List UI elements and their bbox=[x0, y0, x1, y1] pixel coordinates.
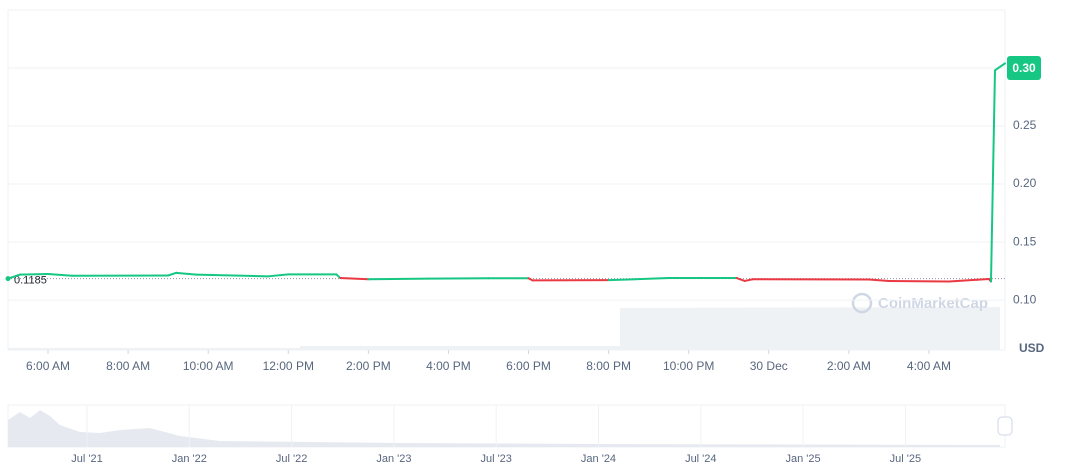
x-tick-label: 4:00 AM bbox=[907, 359, 951, 373]
reference-label: 0.1185 bbox=[14, 275, 47, 287]
y-tick-label: 0.15 bbox=[1013, 234, 1037, 248]
y-tick-label: 0.20 bbox=[1013, 176, 1037, 190]
price-segment bbox=[339, 277, 370, 281]
price-segment bbox=[267, 273, 290, 278]
y-unit: USD bbox=[1019, 341, 1045, 355]
x-tick-label: 10:00 PM bbox=[663, 359, 714, 373]
navigator-label: Jul '25 bbox=[890, 453, 921, 465]
x-tick-label: 10:00 AM bbox=[183, 359, 234, 373]
x-tick-label: 2:00 AM bbox=[827, 359, 871, 373]
price-segment bbox=[175, 271, 198, 276]
x-tick-label: 8:00 PM bbox=[586, 359, 631, 373]
price-segment bbox=[993, 62, 1006, 72]
navigator-label: Jul '21 bbox=[71, 453, 102, 465]
watermark-text: CoinMarketCap bbox=[878, 295, 988, 312]
y-tick-label: 0.25 bbox=[1013, 118, 1037, 132]
volume-area bbox=[8, 307, 1000, 350]
navigator-label: Jan '25 bbox=[786, 453, 821, 465]
price-segment bbox=[743, 278, 754, 282]
navigator-label: Jan '23 bbox=[376, 453, 411, 465]
x-tick-label: 12:00 PM bbox=[263, 359, 314, 373]
navigator-label: Jan '24 bbox=[581, 453, 616, 465]
x-tick-label: 8:00 AM bbox=[106, 359, 150, 373]
price-segment bbox=[735, 277, 746, 282]
navigator-label: Jan '22 bbox=[172, 453, 207, 465]
price-segment bbox=[19, 272, 50, 276]
navigator-handle[interactable] bbox=[997, 416, 1013, 436]
price-segment bbox=[367, 277, 430, 281]
price-segment bbox=[975, 277, 990, 281]
price-segment bbox=[47, 272, 74, 277]
x-tick-label: 6:00 PM bbox=[506, 359, 551, 373]
navigator-label: Jul '24 bbox=[685, 453, 716, 465]
x-tick-label: 4:00 PM bbox=[426, 359, 471, 373]
start-dot bbox=[5, 276, 11, 282]
price-segment bbox=[947, 278, 978, 283]
price-segment bbox=[607, 277, 670, 282]
plot-frame bbox=[7, 9, 1006, 351]
price-segment bbox=[195, 273, 270, 278]
watermark: CoinMarketCap bbox=[851, 292, 988, 314]
price-segment bbox=[887, 279, 950, 283]
y-tick-label: 0.10 bbox=[1013, 292, 1037, 306]
x-tick-label: 30 Dec bbox=[750, 359, 788, 373]
x-tick-label: 2:00 PM bbox=[346, 359, 391, 373]
navigator-label: Jul '22 bbox=[276, 453, 307, 465]
price-badge-label: 0.30 bbox=[1012, 61, 1036, 75]
price-segment bbox=[867, 278, 890, 282]
x-tick-label: 6:00 AM bbox=[26, 359, 70, 373]
navigator-label: Jul '23 bbox=[480, 453, 511, 465]
price-badge bbox=[1007, 56, 1041, 81]
price-segment bbox=[989, 69, 996, 283]
navigator-area bbox=[8, 410, 1000, 447]
price-segment bbox=[167, 271, 178, 277]
